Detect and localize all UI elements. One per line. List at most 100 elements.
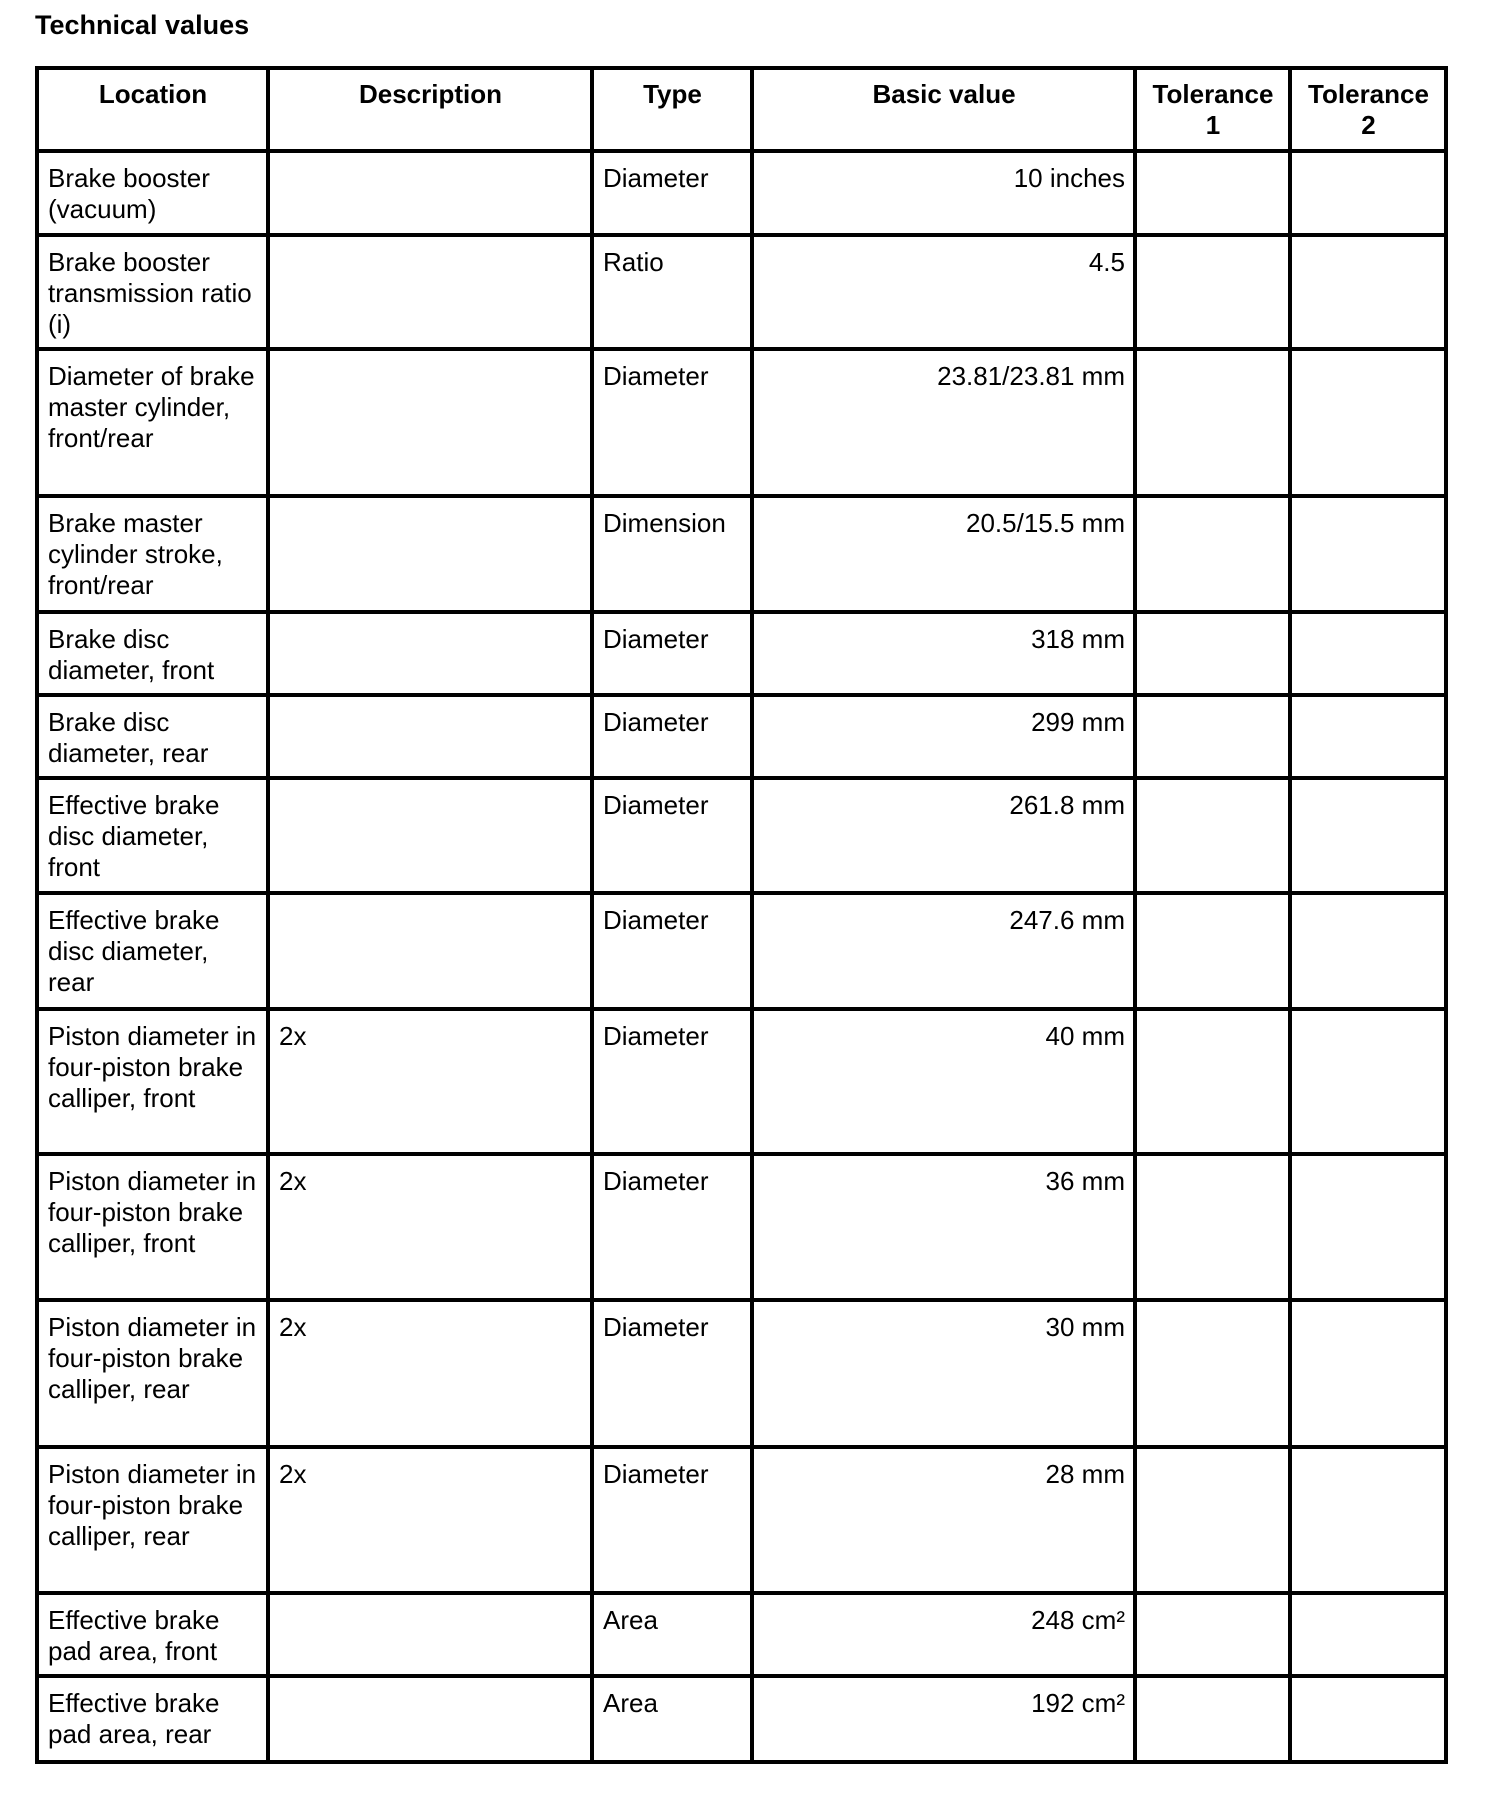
technical-values-table: Location Description Type Basic value Tolera… <box>35 66 1448 1764</box>
cell-tol2 <box>1288 1445 1448 1595</box>
cell-value: 318 mm <box>750 610 1137 697</box>
table-row: Effective brake pad area, front Area 248 c… <box>35 1591 1448 1678</box>
cell-value: 261.8 mm <box>750 776 1137 895</box>
cell-location: Effective brake disc diameter, rear <box>35 891 270 1011</box>
cell-description <box>266 891 594 1011</box>
cell-tol1 <box>1133 149 1292 237</box>
column-header: Description <box>266 66 594 153</box>
table-row: Piston diameter in four-piston brake cal… <box>35 1152 1448 1302</box>
column-header: Type <box>590 66 754 153</box>
cell-tol1 <box>1133 891 1292 1011</box>
cell-tol2 <box>1288 149 1448 237</box>
cell-type: Diameter <box>590 347 754 498</box>
table-row: Piston diameter in four-piston brake cal… <box>35 1007 1448 1156</box>
cell-tol2 <box>1288 494 1448 614</box>
cell-tol2 <box>1288 233 1448 351</box>
cell-tol2 <box>1288 776 1448 895</box>
cell-description <box>266 494 594 614</box>
cell-tol1 <box>1133 1152 1292 1302</box>
cell-description <box>266 347 594 498</box>
cell-value: 28 mm <box>750 1445 1137 1595</box>
cell-tol2 <box>1288 1007 1448 1156</box>
cell-description <box>266 693 594 780</box>
table-row: Brake disc diameter, rear Diameter 299 mm <box>35 693 1448 780</box>
cell-value: 20.5/15.5 mm <box>750 494 1137 614</box>
cell-location: Piston diameter in four-piston brake cal… <box>35 1152 270 1302</box>
cell-tol2 <box>1288 1298 1448 1449</box>
cell-location: Effective brake pad area, rear <box>35 1674 270 1764</box>
cell-description: 2x <box>266 1445 594 1595</box>
cell-description <box>266 1591 594 1678</box>
cell-value: 4.5 <box>750 233 1137 351</box>
table-row: Piston diameter in four-piston brake cal… <box>35 1298 1448 1449</box>
cell-description: 2x <box>266 1298 594 1449</box>
table-row: Piston diameter in four-piston brake cal… <box>35 1445 1448 1595</box>
cell-tol1 <box>1133 1674 1292 1764</box>
cell-tol1 <box>1133 610 1292 697</box>
cell-location: Brake master cylinder stroke, front/rear <box>35 494 270 614</box>
cell-tol1 <box>1133 347 1292 498</box>
cell-tol2 <box>1288 610 1448 697</box>
cell-location: Brake booster (vacuum) <box>35 149 270 237</box>
column-header: Tolerance 2 <box>1288 66 1448 153</box>
cell-type: Diameter <box>590 693 754 780</box>
table-row: Brake master cylinder stroke, front/rear… <box>35 494 1448 614</box>
cell-tol2 <box>1288 891 1448 1011</box>
cell-tol2 <box>1288 347 1448 498</box>
column-header: Tolerance 1 <box>1133 66 1292 153</box>
cell-tol1 <box>1133 693 1292 780</box>
cell-location: Brake disc diameter, rear <box>35 693 270 780</box>
cell-value: 30 mm <box>750 1298 1137 1449</box>
cell-location: Brake booster transmission ratio (i) <box>35 233 270 351</box>
cell-tol1 <box>1133 233 1292 351</box>
cell-location: Effective brake pad area, front <box>35 1591 270 1678</box>
cell-location: Effective brake disc diameter, front <box>35 776 270 895</box>
cell-type: Diameter <box>590 1007 754 1156</box>
page-title: Technical values <box>35 10 250 40</box>
cell-tol1 <box>1133 494 1292 614</box>
cell-value: 36 mm <box>750 1152 1137 1302</box>
column-header: Location <box>35 66 270 153</box>
cell-type: Area <box>590 1591 754 1678</box>
cell-tol1 <box>1133 1298 1292 1449</box>
cell-value: 10 inches <box>750 149 1137 237</box>
table-row: Effective brake pad area, rear Area 192 cm… <box>35 1674 1448 1764</box>
cell-tol1 <box>1133 1591 1292 1678</box>
cell-tol2 <box>1288 693 1448 780</box>
cell-description <box>266 776 594 895</box>
cell-description <box>266 233 594 351</box>
cell-type: Diameter <box>590 610 754 697</box>
cell-description <box>266 1674 594 1764</box>
cell-location: Piston diameter in four-piston brake cal… <box>35 1007 270 1156</box>
cell-value: 23.81/23.81 mm <box>750 347 1137 498</box>
cell-description <box>266 149 594 237</box>
cell-type: Area <box>590 1674 754 1764</box>
cell-value: 248 cm² <box>750 1591 1137 1678</box>
table-row: Effective brake disc diameter, front Diam… <box>35 776 1448 895</box>
cell-type: Diameter <box>590 776 754 895</box>
cell-value: 299 mm <box>750 693 1137 780</box>
cell-description: 2x <box>266 1007 594 1156</box>
cell-tol2 <box>1288 1152 1448 1302</box>
cell-type: Diameter <box>590 1445 754 1595</box>
cell-value: 247.6 mm <box>750 891 1137 1011</box>
table-row: Diameter of brake master cylinder, front… <box>35 347 1448 498</box>
cell-location: Diameter of brake master cylinder, front… <box>35 347 270 498</box>
cell-description: 2x <box>266 1152 594 1302</box>
cell-location: Brake disc diameter, front <box>35 610 270 697</box>
cell-tol2 <box>1288 1674 1448 1764</box>
cell-location: Piston diameter in four-piston brake cal… <box>35 1445 270 1595</box>
column-header: Basic value <box>750 66 1137 153</box>
cell-value: 40 mm <box>750 1007 1137 1156</box>
table-row: Brake booster transmission ratio (i) Rati… <box>35 233 1448 351</box>
table-row: Brake disc diameter, front Diameter 318 mm <box>35 610 1448 697</box>
cell-tol1 <box>1133 1445 1292 1595</box>
cell-tol1 <box>1133 1007 1292 1156</box>
cell-type: Ratio <box>590 233 754 351</box>
table-row: Effective brake disc diameter, rear Diame… <box>35 891 1448 1011</box>
cell-type: Diameter <box>590 1298 754 1449</box>
cell-tol1 <box>1133 776 1292 895</box>
cell-description <box>266 610 594 697</box>
cell-type: Diameter <box>590 891 754 1011</box>
table-row: Brake booster (vacuum) Diameter 10 inches <box>35 149 1448 237</box>
